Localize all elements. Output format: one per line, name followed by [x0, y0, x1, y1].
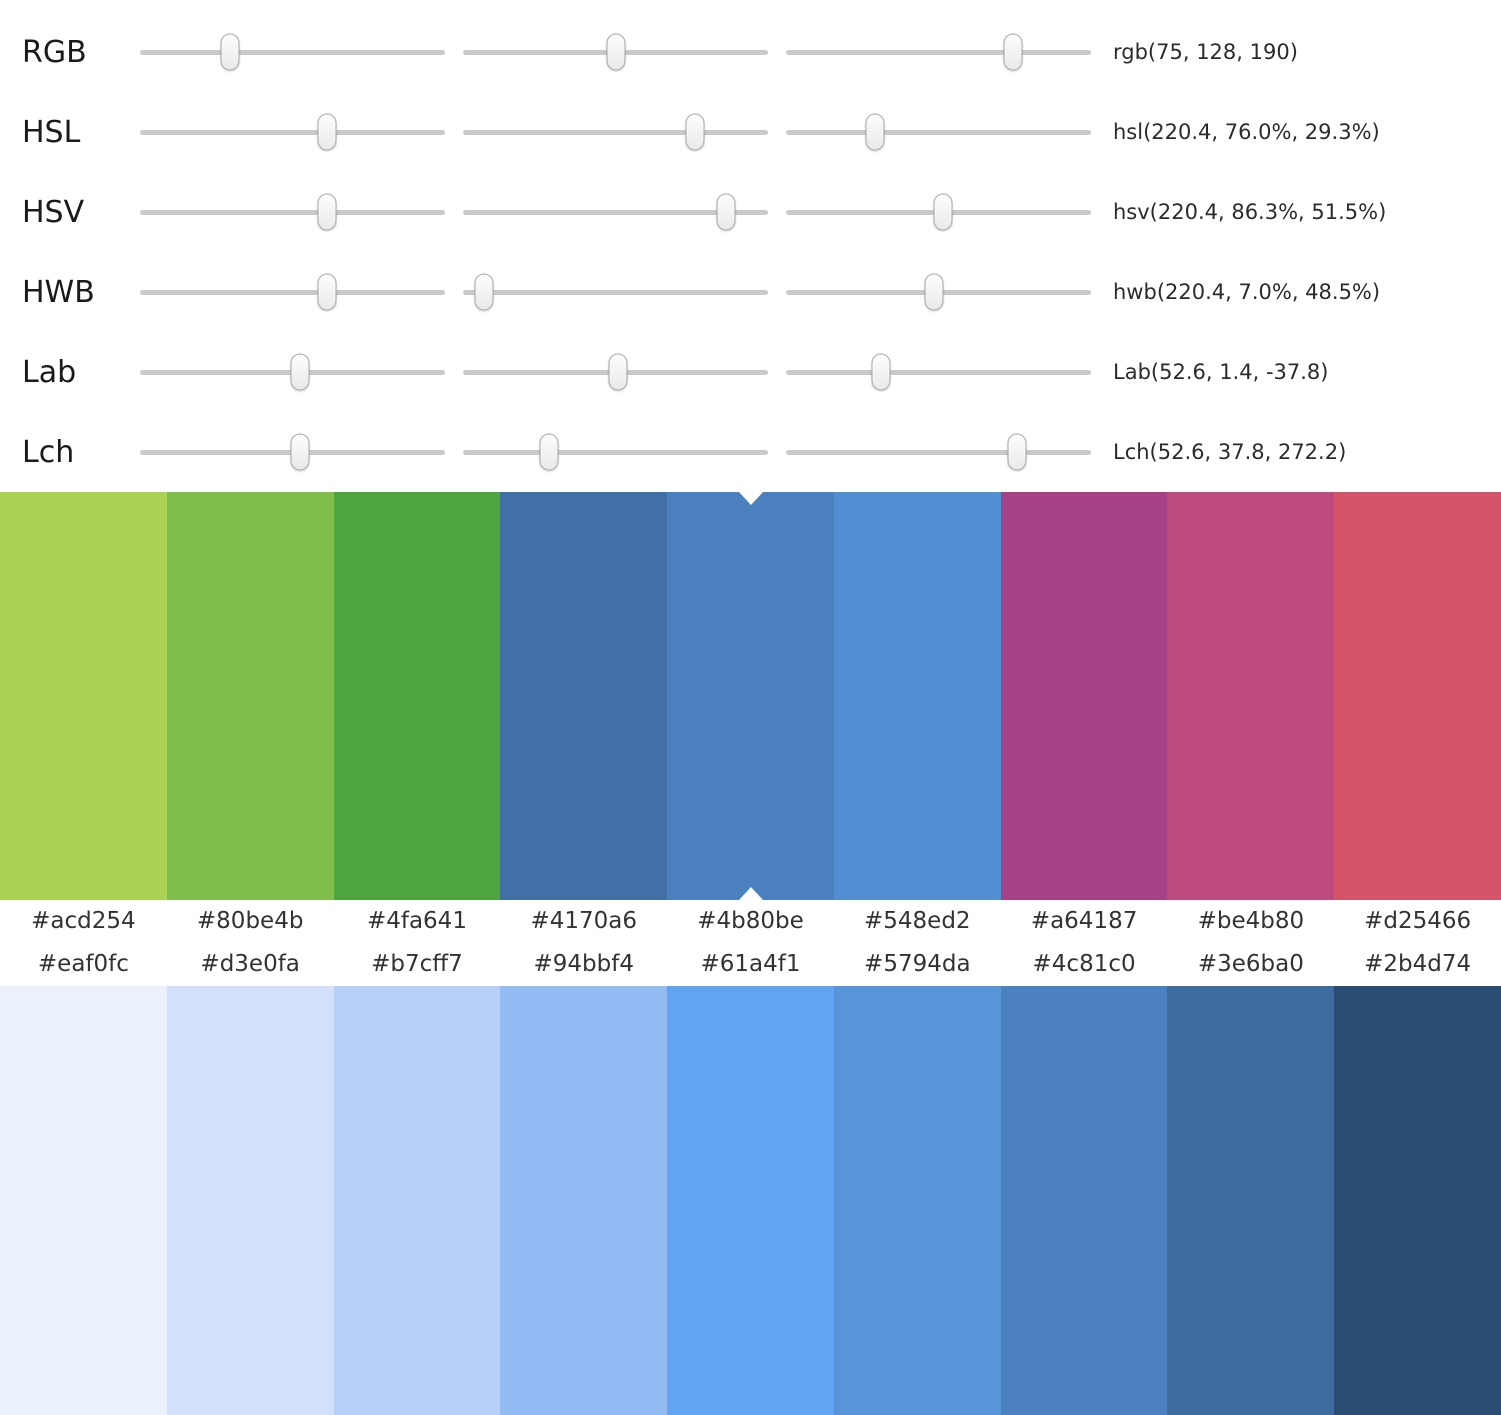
shade-palette-hex-label-8: #2b4d74	[1364, 951, 1472, 977]
hwb-slider-2[interactable]	[463, 273, 768, 311]
hsv-slider-1-thumb[interactable]	[317, 193, 337, 231]
hue-palette-hex-labels: #acd254 #80be4b #4fa641 #4170a6 #4b80be #548e…	[0, 900, 1501, 942]
hsv-slider-3[interactable]	[786, 193, 1091, 231]
shade-palette-swatch-3[interactable]	[500, 986, 668, 1415]
shade-palette-swatch-8[interactable]	[1334, 986, 1501, 1415]
hue-palette-hex-label-2: #4fa641	[366, 908, 467, 934]
shade-palette-hex-label-7: #3e6ba0	[1197, 951, 1304, 977]
lch-value: Lch(52.6, 37.8, 272.2)	[1113, 440, 1347, 464]
hue-palette-hex-label-0: #acd254	[31, 908, 136, 934]
hue-palette-swatch-8[interactable]	[1334, 492, 1501, 900]
shade-palette-hex-label-4: #61a4f1	[700, 951, 801, 977]
hue-palette-swatch-0[interactable]	[0, 492, 167, 900]
hsl-slider-1-thumb[interactable]	[317, 113, 337, 151]
lab-value: Lab(52.6, 1.4, -37.8)	[1113, 360, 1329, 384]
hsl-label: HSL	[22, 114, 81, 150]
hsl-slider-3-thumb[interactable]	[865, 113, 885, 151]
hue-palette-swatch-4[interactable]	[667, 492, 834, 900]
slider-row-hsv: HSV hsv(220.4, 86.3%, 51.5%)	[0, 172, 1501, 252]
hwb-slider-3-thumb[interactable]	[924, 273, 944, 311]
rgb-slider-1-thumb[interactable]	[220, 33, 240, 71]
hsv-value: hsv(220.4, 86.3%, 51.5%)	[1113, 200, 1387, 224]
slider-row-lab: Lab Lab(52.6, 1.4, -37.8)	[0, 332, 1501, 412]
rgb-label: RGB	[22, 34, 87, 70]
hwb-value: hwb(220.4, 7.0%, 48.5%)	[1113, 280, 1381, 304]
lch-slider-3-thumb[interactable]	[1007, 433, 1027, 471]
hue-palette	[0, 492, 1501, 900]
hue-palette-hex-label-5: #548ed2	[864, 908, 971, 934]
lch-slider-1[interactable]	[140, 433, 445, 471]
slider-row-hwb: HWB hwb(220.4, 7.0%, 48.5%)	[0, 252, 1501, 332]
hsv-slider-2-thumb[interactable]	[716, 193, 736, 231]
shade-palette-swatch-0[interactable]	[0, 986, 167, 1415]
lch-slider-1-thumb[interactable]	[290, 433, 310, 471]
hue-palette-hex-label-6: #a64187	[1030, 908, 1138, 934]
hue-palette-swatch-6[interactable]	[1000, 492, 1168, 900]
hsl-slider-3[interactable]	[786, 113, 1091, 151]
slider-row-lch: Lch Lch(52.6, 37.8, 272.2)	[0, 412, 1501, 492]
hsl-slider-1[interactable]	[140, 113, 445, 151]
hue-palette-swatch-3[interactable]	[500, 492, 668, 900]
lch-label: Lch	[22, 434, 75, 470]
shade-palette-hex-label-2: #b7cff7	[371, 951, 463, 977]
slider-row-rgb: RGB rgb(75, 128, 190)	[0, 12, 1501, 92]
rgb-slider-3[interactable]	[786, 33, 1091, 71]
shade-palette-hex-label-6: #4c81c0	[1032, 951, 1136, 977]
shade-palette-swatch-5[interactable]	[833, 986, 1001, 1415]
shade-palette-hex-label-1: #d3e0fa	[200, 951, 300, 977]
lch-slider-2-thumb[interactable]	[539, 433, 559, 471]
rgb-slider-3-thumb[interactable]	[1003, 33, 1023, 71]
shade-palette-swatch-6[interactable]	[1000, 986, 1168, 1415]
hue-palette-swatch-7[interactable]	[1167, 492, 1335, 900]
lab-slider-2-thumb[interactable]	[608, 353, 628, 391]
lab-label: Lab	[22, 354, 77, 390]
lab-slider-3-thumb[interactable]	[871, 353, 891, 391]
hwb-slider-2-thumb[interactable]	[474, 273, 494, 311]
hue-palette-hex-label-8: #d25466	[1364, 908, 1472, 934]
shade-palette	[0, 986, 1501, 1415]
shade-palette-swatch-1[interactable]	[166, 986, 334, 1415]
hue-palette-swatch-2[interactable]	[333, 492, 501, 900]
selected-swatch-caret-up-icon	[738, 887, 763, 900]
shade-palette-swatch-7[interactable]	[1167, 986, 1335, 1415]
shade-palette-swatch-4[interactable]	[667, 986, 834, 1415]
hwb-label: HWB	[22, 274, 95, 310]
rgb-slider-2[interactable]	[463, 33, 768, 71]
hsl-value: hsl(220.4, 76.0%, 29.3%)	[1113, 120, 1380, 144]
hwb-slider-3[interactable]	[786, 273, 1091, 311]
hsl-slider-2[interactable]	[463, 113, 768, 151]
hwb-slider-1-thumb[interactable]	[317, 273, 337, 311]
color-sliders-panel: RGB rgb(75, 128, 190) HSL hsl(220.4, 76.…	[0, 0, 1501, 492]
lab-slider-1-thumb[interactable]	[290, 353, 310, 391]
hsv-label: HSV	[22, 194, 85, 230]
shade-palette-hex-labels: #eaf0fc #d3e0fa #b7cff7 #94bbf4 #61a4f1 #5794…	[0, 942, 1501, 986]
hue-palette-hex-label-1: #80be4b	[196, 908, 304, 934]
hue-palette-hex-label-3: #4170a6	[530, 908, 637, 934]
shade-palette-hex-label-0: #eaf0fc	[37, 951, 129, 977]
hsl-slider-2-thumb[interactable]	[685, 113, 705, 151]
hsv-slider-3-thumb[interactable]	[933, 193, 953, 231]
lch-slider-3[interactable]	[786, 433, 1091, 471]
shade-palette-swatch-2[interactable]	[333, 986, 501, 1415]
hue-palette-swatch-1[interactable]	[166, 492, 334, 900]
lab-slider-2[interactable]	[463, 353, 768, 391]
hue-palette-hex-label-4: #4b80be	[697, 908, 804, 934]
selected-swatch-caret-down-icon	[738, 492, 763, 505]
slider-row-hsl: HSL hsl(220.4, 76.0%, 29.3%)	[0, 92, 1501, 172]
lch-slider-2[interactable]	[463, 433, 768, 471]
lab-slider-1[interactable]	[140, 353, 445, 391]
hwb-slider-1[interactable]	[140, 273, 445, 311]
hsv-slider-2[interactable]	[463, 193, 768, 231]
rgb-slider-2-thumb[interactable]	[606, 33, 626, 71]
rgb-slider-1[interactable]	[140, 33, 445, 71]
hue-palette-swatch-5[interactable]	[833, 492, 1001, 900]
rgb-value: rgb(75, 128, 190)	[1113, 40, 1298, 64]
hsv-slider-1[interactable]	[140, 193, 445, 231]
hue-palette-hex-label-7: #be4b80	[1197, 908, 1305, 934]
shade-palette-hex-label-3: #94bbf4	[533, 951, 634, 977]
lab-slider-3[interactable]	[786, 353, 1091, 391]
shade-palette-hex-label-5: #5794da	[864, 951, 971, 977]
